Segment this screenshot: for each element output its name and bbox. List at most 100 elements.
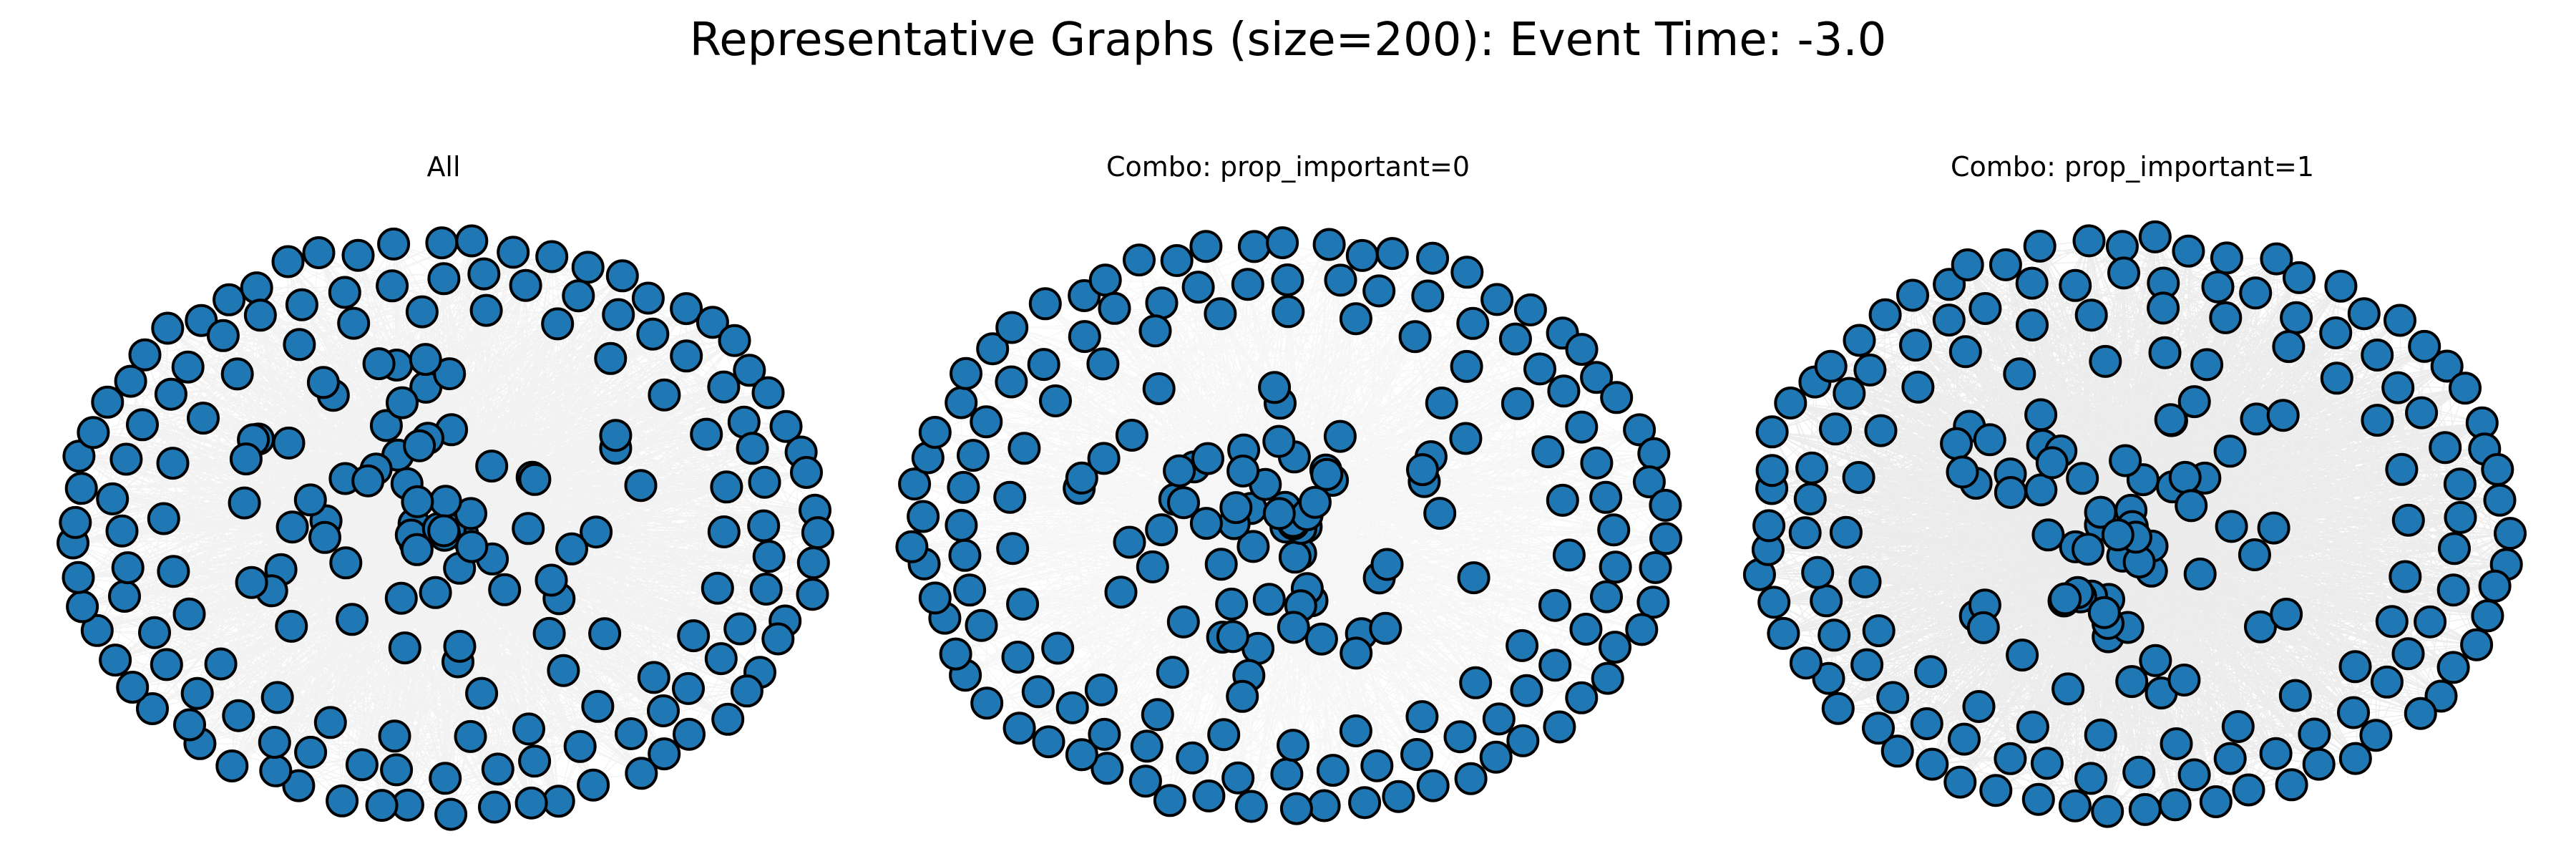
graph-node xyxy=(1310,457,1344,491)
graph-node xyxy=(1360,749,1394,782)
graph-node xyxy=(1115,419,1148,452)
graph-node xyxy=(1910,707,1943,740)
graph-node xyxy=(1272,295,1305,329)
graph-node xyxy=(1901,370,1935,404)
graph-node xyxy=(475,450,509,483)
graph-node xyxy=(1818,618,1851,652)
graph-node xyxy=(2213,435,2247,468)
graph-node xyxy=(1482,702,1516,736)
graph-node xyxy=(2443,467,2477,501)
graph-node xyxy=(2074,762,2108,795)
graph-node xyxy=(1450,256,1484,289)
graph-node xyxy=(2347,297,2381,331)
graph-node xyxy=(2175,489,2208,523)
graph-node xyxy=(497,236,530,269)
graph-node xyxy=(1316,754,1350,787)
graph-node xyxy=(790,456,823,489)
graph-node xyxy=(282,769,316,802)
graph-node xyxy=(707,515,741,548)
graph-node xyxy=(2072,224,2106,258)
graph-node xyxy=(206,319,240,352)
graph-node xyxy=(1625,613,1659,646)
graph-node xyxy=(1362,274,1396,308)
graph-node xyxy=(563,729,597,763)
graph-node xyxy=(1862,712,1895,745)
graph-node xyxy=(1128,765,1162,798)
graph-node xyxy=(1501,387,1534,420)
graph-node xyxy=(594,341,628,375)
graph-node xyxy=(2101,518,2135,552)
graph-node xyxy=(1752,509,1786,543)
graph-node xyxy=(2436,651,2470,684)
graph-node xyxy=(707,370,741,404)
graph-node xyxy=(1236,530,1270,563)
graph-node xyxy=(2024,473,2058,507)
graph-node xyxy=(1237,230,1271,263)
graph-node xyxy=(1304,622,1338,656)
graph-node xyxy=(1523,352,1556,386)
graph-node xyxy=(1538,649,1572,682)
graph-node xyxy=(1262,424,1296,458)
graph-node xyxy=(1789,646,1823,680)
graph-node xyxy=(957,439,990,472)
graph-node xyxy=(351,464,385,498)
graph-node xyxy=(2006,639,2039,672)
graph-node xyxy=(1814,349,1848,383)
graph-node xyxy=(478,790,511,824)
graph-node xyxy=(1457,561,1491,595)
graph-node xyxy=(625,757,658,790)
graph-panel-combo-0: Combo: prop_important=0 xyxy=(887,150,1689,838)
graph-node xyxy=(995,311,1029,344)
graph-node xyxy=(419,576,452,609)
graph-node xyxy=(752,540,786,573)
graph-node xyxy=(518,744,552,778)
graph-node xyxy=(136,692,169,725)
graph-node xyxy=(173,708,206,742)
graph-node xyxy=(1423,497,1457,530)
graph-node xyxy=(995,365,1028,399)
graph-node xyxy=(1262,497,1296,530)
graph-node xyxy=(1580,446,1614,480)
graph-node xyxy=(1123,243,1156,277)
graph-node xyxy=(2239,276,2273,310)
graph-node xyxy=(2158,788,2192,822)
graph-node xyxy=(313,706,347,739)
graph-node xyxy=(329,546,363,580)
graph-node xyxy=(1580,361,1614,394)
graph-node xyxy=(751,376,785,409)
graph-node xyxy=(1842,461,1875,494)
graph-node xyxy=(2148,336,2182,369)
graph-node xyxy=(1543,710,1576,744)
graph-node xyxy=(409,343,442,377)
graph-node xyxy=(953,573,987,607)
graph-node xyxy=(1098,291,1131,325)
graph-node xyxy=(2107,256,2140,290)
graph-node xyxy=(2257,511,2290,545)
graph-node xyxy=(2168,460,2202,494)
graph-node xyxy=(736,432,769,465)
graph-node xyxy=(1948,335,1982,369)
graph-node xyxy=(114,364,147,398)
graph-node xyxy=(2436,573,2470,607)
graph-node xyxy=(1138,314,1172,348)
graph-node xyxy=(2430,349,2464,383)
graph-node xyxy=(1513,293,1547,326)
graph-node xyxy=(1853,353,1887,387)
graph-node xyxy=(2199,785,2233,818)
graph-node xyxy=(2138,220,2172,253)
graph-node xyxy=(1510,674,1543,707)
graph-node xyxy=(1339,302,1372,336)
graph-node xyxy=(1277,729,1310,762)
graph-node xyxy=(1946,455,1979,489)
graph-node xyxy=(562,279,595,313)
graph-node xyxy=(1266,226,1299,260)
graph-node xyxy=(2266,399,2300,432)
graph-node xyxy=(2122,755,2156,789)
graph-node xyxy=(150,648,183,681)
graph-node xyxy=(532,616,566,650)
graph-node xyxy=(1156,656,1189,689)
figure-title: Representative Graphs (size=200): Event … xyxy=(689,14,1887,67)
graph-node xyxy=(512,512,545,545)
graph-node xyxy=(337,306,371,340)
graph-node xyxy=(1868,298,1902,331)
